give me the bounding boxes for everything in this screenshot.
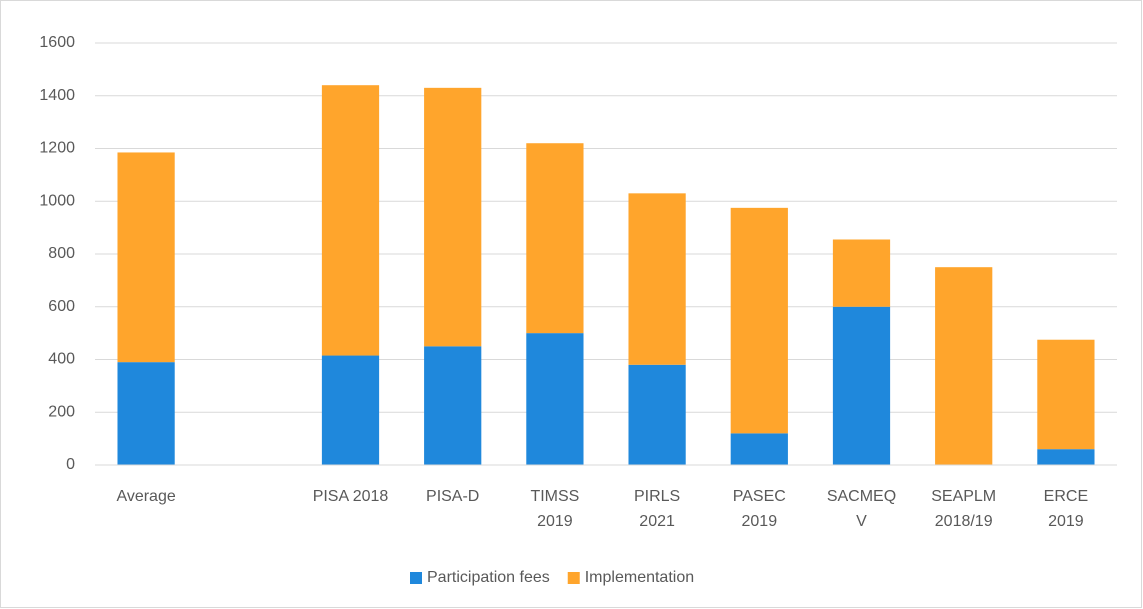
bar-segment <box>321 85 380 356</box>
y-tick-label: 800 <box>48 245 75 262</box>
bar-segment <box>1037 449 1095 465</box>
bar-segment <box>730 433 788 465</box>
legend-label: Implementation <box>585 569 694 586</box>
x-tick-label: PISA-D <box>426 488 480 505</box>
y-tick-label: 0 <box>66 456 75 473</box>
bar-segment <box>526 333 584 465</box>
bar-segment <box>117 152 175 363</box>
bar-segment <box>321 355 380 465</box>
x-tick-label: PISA 2018 <box>312 488 389 505</box>
y-tick-label: 200 <box>48 403 75 420</box>
y-tick-label: 1600 <box>39 34 75 51</box>
x-tick-label: PASEC 2019 <box>732 488 786 530</box>
x-tick-label: SEAPLM 2018/19 <box>931 488 997 530</box>
bar-segment <box>526 143 584 334</box>
bar-segment <box>117 362 175 465</box>
x-tick-label: TIMSS 2019 <box>530 488 580 530</box>
y-tick-label: 1200 <box>39 140 75 157</box>
y-tick-label: 400 <box>48 351 75 368</box>
bar-segment <box>730 207 788 434</box>
x-tick-label: ERCE 2019 <box>1043 488 1089 530</box>
bar-segment <box>832 239 891 307</box>
bar-segment <box>424 346 482 465</box>
x-tick-label: SACMEQ V <box>826 488 897 530</box>
y-tick-label: 1000 <box>39 192 75 209</box>
legend-label: Participation fees <box>427 569 550 586</box>
bar-segment <box>832 306 891 465</box>
bar-segment <box>424 87 482 347</box>
bar-segment <box>628 193 686 365</box>
bar-segment <box>1037 339 1095 450</box>
bar-segment <box>935 267 993 465</box>
y-tick-label: 1400 <box>39 87 75 104</box>
y-tick-label: 600 <box>48 298 75 315</box>
legend-swatch <box>410 572 422 584</box>
bar-segment <box>628 364 686 465</box>
x-tick-label: Average <box>116 488 176 505</box>
x-tick-label: PIRLS 2021 <box>633 488 681 530</box>
legend-swatch <box>567 572 580 584</box>
